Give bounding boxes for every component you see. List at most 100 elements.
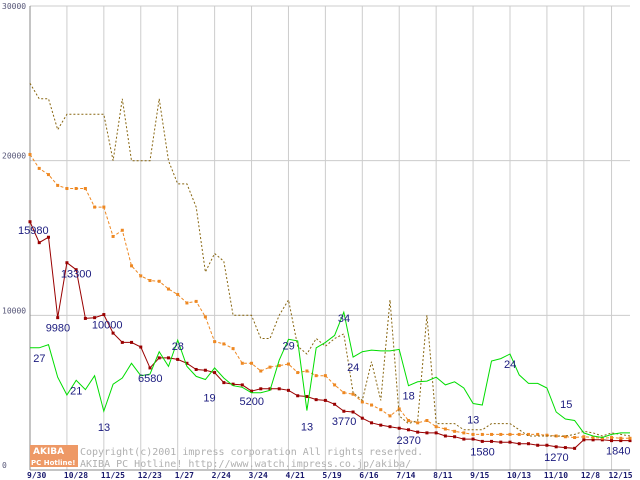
series-point-red-price: [526, 442, 530, 446]
series-point-orange-price: [508, 432, 512, 436]
series-point-red-price: [296, 394, 300, 398]
x-tick-label: 12/15: [609, 471, 633, 480]
series-point-orange-price: [65, 187, 69, 191]
price-data-label: 6580: [138, 373, 162, 385]
series-point-red-price: [480, 439, 484, 443]
price-data-label: 1580: [470, 446, 494, 458]
count-data-label: 13: [98, 422, 110, 434]
x-tick-label: 9/30: [27, 471, 46, 480]
series-point-red-price: [360, 416, 364, 420]
series-point-red-price: [65, 261, 69, 265]
price-data-label: 10000: [92, 320, 123, 332]
series-point-orange-price: [259, 369, 263, 373]
series-point-orange-price: [130, 264, 134, 268]
series-layer: [28, 83, 632, 450]
series-point-red-price: [213, 371, 217, 375]
series-point-red-price: [508, 440, 512, 444]
x-tick-label: 9/15: [470, 471, 489, 480]
copyright-text: Copyright(c)2001 impress corporation All…: [80, 447, 423, 458]
logo-subtext: PC Hotline!: [31, 459, 75, 467]
series-point-red-price: [490, 439, 494, 443]
logo-text: AKIBA: [33, 447, 64, 457]
series-point-orange-price: [139, 274, 143, 278]
series-point-orange-price: [111, 234, 115, 238]
price-data-label: 1840: [606, 446, 630, 458]
count-data-label: 29: [282, 340, 294, 352]
series-point-orange-price: [240, 361, 244, 365]
x-tick-label: 10/13: [507, 471, 531, 480]
series-point-orange-price: [194, 299, 198, 303]
series-point-orange-price: [93, 205, 97, 209]
series-point-orange-price: [628, 436, 632, 440]
series-point-red-price: [56, 316, 60, 320]
series-point-red-price: [342, 409, 346, 413]
count-data-label: 28: [172, 341, 184, 353]
price-data-label: 1270: [544, 452, 568, 464]
series-point-orange-price: [416, 421, 420, 425]
series-point-red-price: [425, 431, 429, 435]
series-point-red-price: [434, 431, 438, 435]
price-data-label: 9980: [46, 323, 70, 335]
series-point-orange-price: [250, 361, 254, 365]
series-point-orange-price: [56, 183, 60, 187]
series-point-red-price: [83, 316, 87, 320]
x-tick-label: 11/25: [101, 471, 125, 480]
count-data-label: 15: [560, 399, 572, 411]
series-point-orange-price: [360, 400, 364, 404]
series-point-red-price: [379, 423, 383, 427]
series-point-red-price: [545, 443, 549, 447]
series-line-green-count: [30, 310, 630, 439]
series-point-orange-price: [231, 347, 235, 351]
x-tick-label: 12/23: [138, 471, 162, 480]
series-point-red-price: [573, 446, 577, 450]
series-point-orange-price: [379, 408, 383, 412]
series-point-orange-price: [480, 432, 484, 436]
series-point-red-price: [74, 268, 78, 272]
x-tick-label: 12/8: [581, 471, 600, 480]
series-point-orange-price: [526, 432, 530, 436]
series-point-red-price: [222, 381, 226, 385]
series-point-red-price: [554, 445, 558, 449]
price-data-label: 2370: [396, 435, 420, 447]
series-point-orange-price: [388, 414, 392, 418]
site-url-text: AKIBA PC Hotline! http://www.watch.impre…: [80, 459, 411, 470]
y-tick-label: 0: [2, 461, 7, 470]
series-point-red-price: [203, 368, 207, 372]
series-point-orange-price: [46, 173, 50, 177]
series-point-orange-price: [397, 407, 401, 411]
series-point-red-price: [148, 366, 152, 370]
data-labels: 15980 9980 13300 10000 6580 5200 3770 2370 1580 1…: [18, 225, 630, 464]
price-data-label: 5200: [240, 396, 264, 408]
series-point-orange-price: [203, 315, 207, 319]
series-point-orange-price: [323, 374, 327, 378]
series-point-red-price: [305, 395, 309, 399]
series-point-orange-price: [471, 432, 475, 436]
series-point-orange-price: [453, 429, 457, 433]
series-point-orange-price: [536, 432, 540, 436]
count-data-label: 21: [70, 385, 82, 397]
series-point-red-price: [397, 426, 401, 430]
series-point-orange-price: [351, 392, 355, 396]
series-point-orange-price: [370, 403, 374, 407]
series-line-olive-price: [29, 83, 631, 437]
grid: [29, 5, 630, 470]
series-point-red-price: [628, 439, 632, 443]
series-point-red-price: [102, 313, 106, 317]
series-point-orange-price: [166, 287, 170, 291]
series-point-orange-price: [610, 436, 614, 440]
series-point-red-price: [166, 356, 170, 360]
series-point-orange-price: [28, 152, 32, 156]
series-point-red-price: [582, 438, 586, 442]
series-point-red-price: [286, 388, 290, 392]
y-tick-label: 30000: [2, 2, 26, 11]
series-point-orange-price: [102, 205, 106, 209]
series-point-orange-price: [314, 374, 318, 378]
x-tick-label: 6/16: [359, 471, 378, 480]
x-tick-label: 10/28: [64, 471, 88, 480]
series-point-orange-price: [305, 369, 309, 373]
series-point-orange-price: [185, 301, 189, 305]
series-point-red-price: [388, 425, 392, 429]
series-point-red-price: [250, 389, 254, 393]
series-line-red-price: [29, 221, 630, 449]
